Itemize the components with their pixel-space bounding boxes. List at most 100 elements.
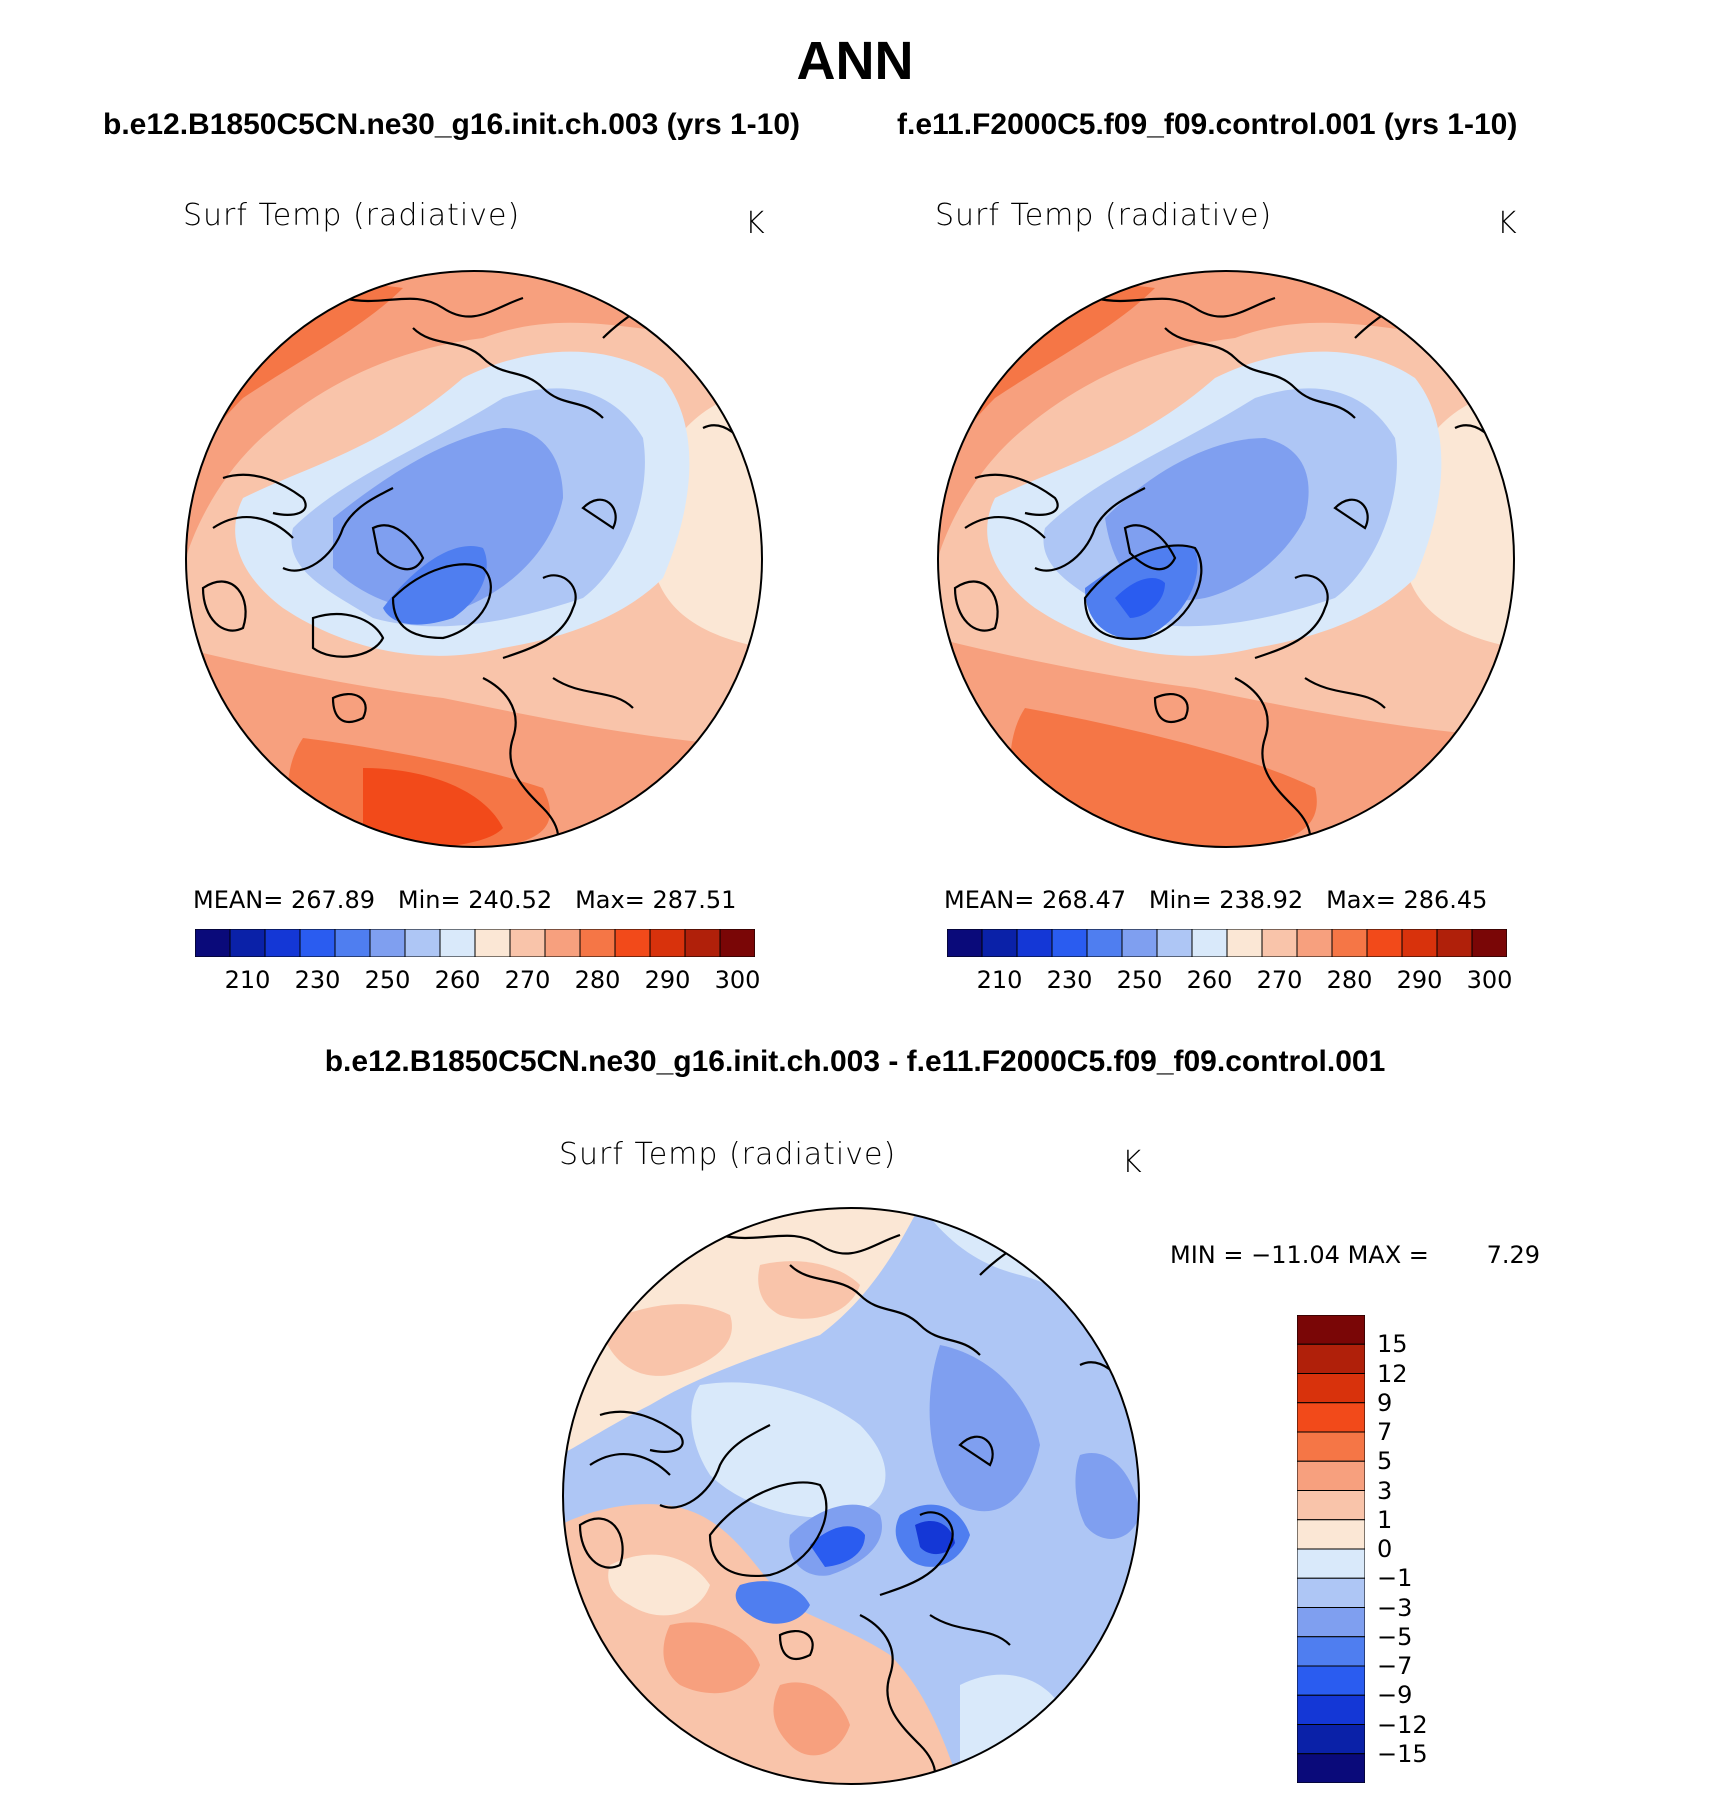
right-colorbar-box <box>1086 929 1123 957</box>
right-colorbar-box <box>1226 929 1263 957</box>
right-colorbar-box <box>1366 929 1403 957</box>
left-colorbar-tick-label: 300 <box>714 966 761 994</box>
left-max-label: Max= <box>575 886 645 914</box>
right-max-value: 286.45 <box>1403 886 1488 914</box>
left-stats: MEAN= 267.89 Min= 240.52 Max= 287.51 <box>193 886 736 914</box>
left-mean-label: MEAN= <box>193 886 284 914</box>
left-colorbar-box <box>229 929 266 957</box>
right-stats: MEAN= 268.47 Min= 238.92 Max= 286.45 <box>944 886 1487 914</box>
diff-colorbar-box <box>1297 1402 1365 1433</box>
diff-colorbar-box <box>1297 1460 1365 1491</box>
left-colorbar-box <box>614 929 651 957</box>
diff-max-value: 7.29 <box>1486 1241 1540 1269</box>
right-colorbar-tick-label: 270 <box>1256 966 1303 994</box>
diff-colorbar-tick-label: −7 <box>1377 1652 1413 1680</box>
left-colorbar-box <box>264 929 301 957</box>
left-colorbar-tick-label: 290 <box>644 966 691 994</box>
right-colorbar-box <box>1051 929 1088 957</box>
diff-variable-label: Surf Temp (radiative) <box>559 1137 897 1172</box>
left-colorbar-tick-label: 210 <box>224 966 271 994</box>
left-colorbar-tick-label: 230 <box>294 966 341 994</box>
right-colorbar-box <box>1121 929 1158 957</box>
season-title: ANN <box>796 31 914 91</box>
left-colorbar-box <box>334 929 371 957</box>
right-colorbar-box <box>1156 929 1193 957</box>
left-min-label: Min= <box>397 886 461 914</box>
diff-colorbar-tick-label: −15 <box>1377 1739 1428 1768</box>
right-case-title: f.e11.F2000C5.f09_f09.control.001 (yrs 1… <box>897 108 1518 141</box>
diff-colorbar-box <box>1297 1431 1365 1462</box>
left-colorbar-box <box>474 929 511 957</box>
left-colorbar-box <box>369 929 406 957</box>
left-colorbar-tick-label: 280 <box>574 966 621 994</box>
right-colorbar-box <box>981 929 1018 957</box>
left-polar-map <box>185 270 763 848</box>
right-mean-label: MEAN= <box>944 886 1035 914</box>
diff-polar-map <box>562 1207 1140 1785</box>
right-colorbar-tick-label: 300 <box>1466 966 1513 994</box>
diff-units-label: K <box>1122 1145 1143 1180</box>
left-mean-value: 267.89 <box>291 886 375 914</box>
right-polar-map <box>937 270 1515 848</box>
right-units-label: K <box>1497 206 1518 241</box>
right-colorbar <box>947 929 1507 957</box>
diff-colorbar-box <box>1297 1694 1365 1725</box>
left-colorbar-tick-label: 260 <box>434 966 481 994</box>
right-colorbar-box <box>1296 929 1333 957</box>
diff-colorbar-tick-label: 1 <box>1377 1505 1393 1534</box>
right-min-value: 238.92 <box>1219 886 1304 914</box>
diff-colorbar-box <box>1297 1519 1365 1550</box>
diff-colorbar-box <box>1297 1315 1365 1345</box>
left-colorbar <box>195 929 755 957</box>
diff-colorbar-tick-label: 9 <box>1377 1388 1393 1417</box>
right-colorbar-box <box>947 929 983 957</box>
diff-colorbar-box <box>1297 1724 1365 1755</box>
left-colorbar-box <box>684 929 721 957</box>
right-colorbar-tick-label: 230 <box>1046 966 1093 994</box>
diff-colorbar-box <box>1297 1577 1365 1608</box>
diff-colorbar-tick-label: 5 <box>1377 1447 1393 1476</box>
left-case-title: b.e12.B1850C5CN.ne30_g16.init.ch.003 (yr… <box>103 108 801 141</box>
diff-colorbar-box <box>1297 1753 1365 1783</box>
right-variable-label: Surf Temp (radiative) <box>935 198 1273 233</box>
diff-colorbar-tick-label: −1 <box>1377 1564 1413 1593</box>
right-colorbar-box <box>1331 929 1368 957</box>
right-min-label: Min= <box>1148 886 1212 914</box>
right-colorbar-tick-label: 290 <box>1396 966 1443 994</box>
diff-colorbar-ticks: 15 12 9 7 5 3 1 0 −1 −3 −5 −7 −9 −12 −15 <box>1377 1315 1467 1783</box>
diff-colorbar-box <box>1297 1548 1365 1579</box>
right-colorbar-box <box>1471 929 1507 957</box>
diff-colorbar-box <box>1297 1607 1365 1638</box>
right-mean-value: 268.47 <box>1042 886 1126 914</box>
diff-colorbar-tick-label: 0 <box>1377 1535 1393 1563</box>
right-colorbar-box <box>1436 929 1473 957</box>
right-colorbar-tick-label: 280 <box>1326 966 1373 994</box>
diff-stats: MIN = −11.04 MAX = 7.29 <box>1170 1241 1540 1269</box>
diff-colorbar-tick-label: −3 <box>1377 1593 1413 1622</box>
right-colorbar-tick-label: 260 <box>1186 966 1233 994</box>
left-colorbar-tick-label: 250 <box>364 966 411 994</box>
right-colorbar-ticks: 210 230 250 260 270 280 290 300 <box>947 966 1513 996</box>
left-max-value: 287.51 <box>652 886 737 914</box>
diff-colorbar-box <box>1297 1490 1365 1521</box>
left-variable-label: Surf Temp (radiative) <box>183 198 521 233</box>
diff-min-value: −11.04 <box>1251 1241 1340 1269</box>
left-units-label: K <box>745 206 766 241</box>
diff-colorbar-tick-label: −12 <box>1377 1710 1428 1739</box>
left-colorbar-box <box>404 929 441 957</box>
left-colorbar-tick-label: 270 <box>504 966 551 994</box>
diff-max-label: MAX = <box>1347 1241 1429 1269</box>
diff-colorbar <box>1297 1315 1365 1783</box>
diff-colorbar-box <box>1297 1636 1365 1667</box>
diff-colorbar-box <box>1297 1373 1365 1404</box>
left-colorbar-box <box>544 929 581 957</box>
left-colorbar-box <box>649 929 686 957</box>
right-colorbar-box <box>1261 929 1298 957</box>
right-colorbar-box <box>1401 929 1438 957</box>
diff-colorbar-tick-label: −5 <box>1377 1622 1413 1651</box>
right-max-label: Max= <box>1326 886 1396 914</box>
right-colorbar-tick-label: 210 <box>976 966 1023 994</box>
diff-colorbar-box <box>1297 1343 1365 1374</box>
diff-colorbar-tick-label: 15 <box>1377 1330 1408 1359</box>
left-colorbar-box <box>439 929 476 957</box>
